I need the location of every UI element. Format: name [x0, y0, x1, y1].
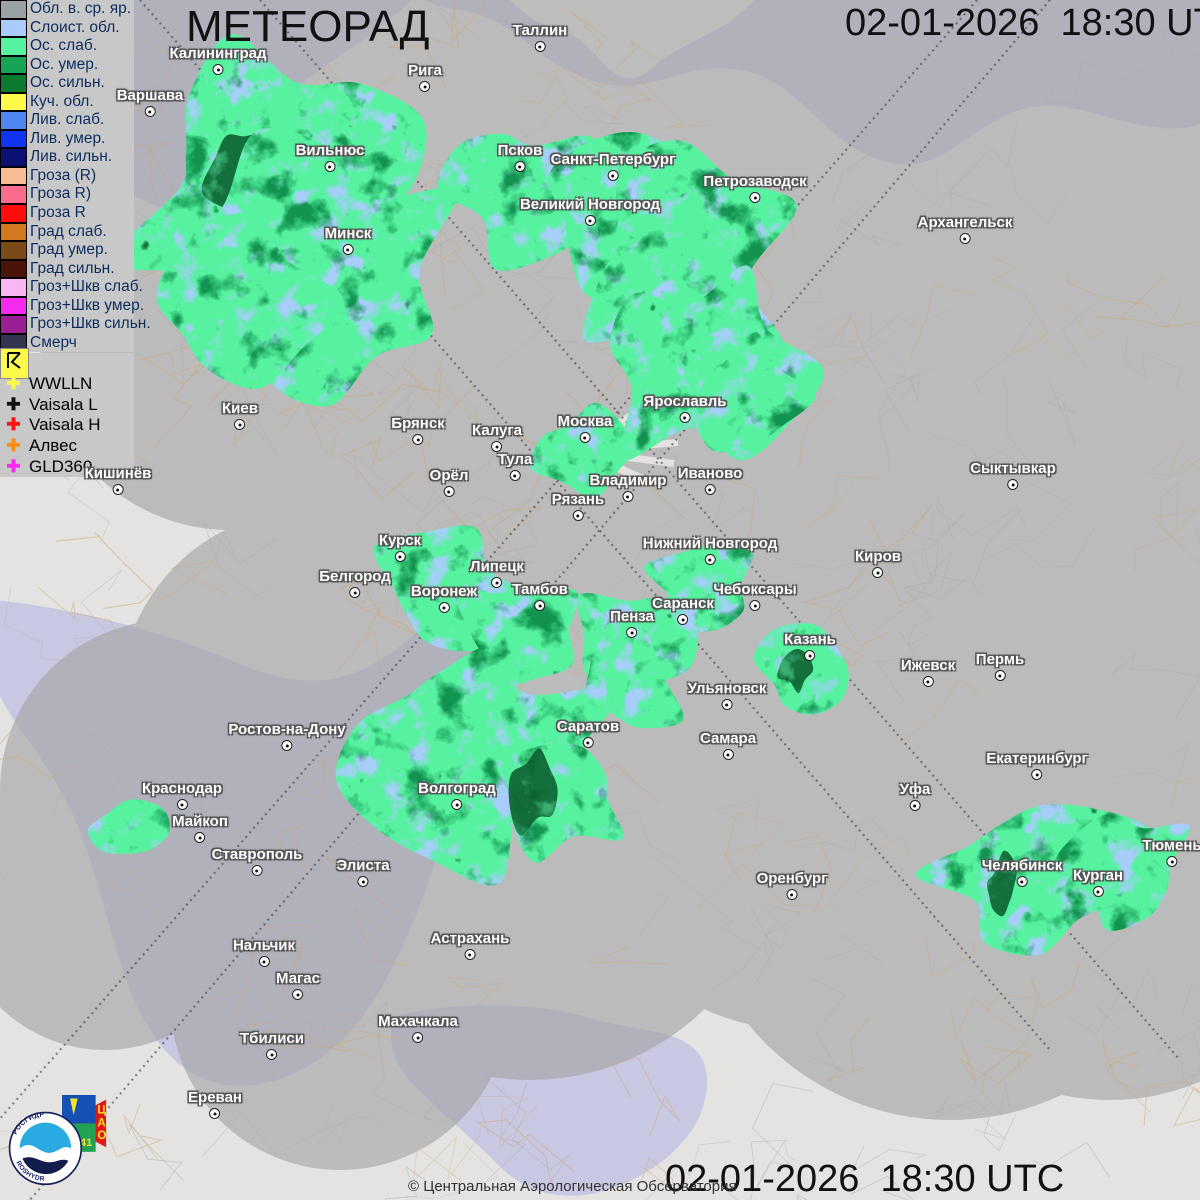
svg-text:О: О	[97, 1129, 106, 1142]
svg-text:Ц: Ц	[97, 1104, 106, 1117]
svg-text:А: А	[97, 1116, 106, 1129]
